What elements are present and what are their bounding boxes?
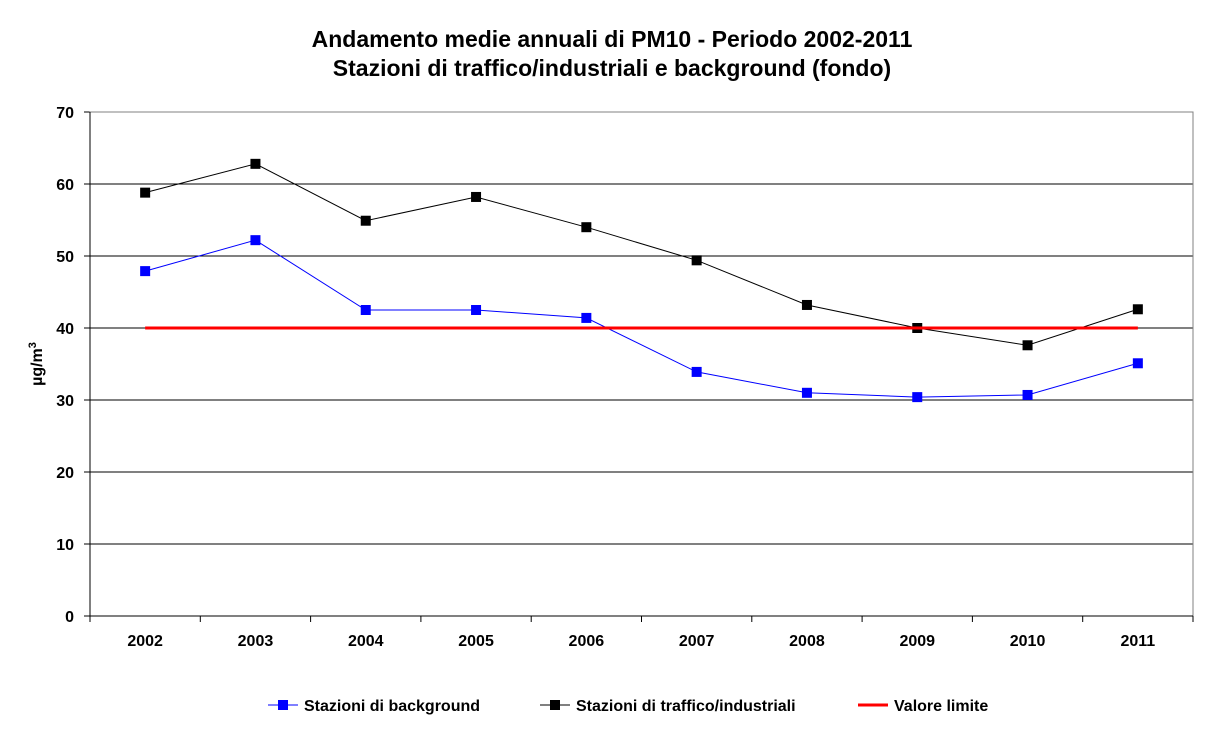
data-point — [691, 255, 702, 266]
x-tick-label: 2004 — [348, 633, 384, 650]
data-point — [801, 299, 812, 310]
y-tick-label: 60 — [56, 177, 74, 194]
data-point — [1132, 304, 1143, 315]
data-point — [250, 158, 261, 169]
series-line — [145, 163, 1139, 346]
x-tick-label: 2002 — [127, 633, 163, 650]
plot-area-border — [89, 111, 1194, 617]
legend-label: Valore limite — [894, 698, 988, 715]
legend-marker — [278, 700, 288, 710]
y-axis-label: µg/m3 — [27, 342, 46, 386]
x-tick-label: 2011 — [1120, 633, 1155, 650]
data-point — [691, 366, 702, 377]
x-tick-label: 2007 — [679, 633, 715, 650]
data-point — [1022, 389, 1033, 400]
data-point — [140, 266, 151, 277]
y-tick-label: 20 — [56, 465, 74, 482]
y-tick-label: 70 — [56, 105, 74, 122]
data-point — [912, 392, 923, 403]
data-point — [471, 191, 482, 202]
data-point — [1132, 358, 1143, 369]
data-point — [1022, 340, 1033, 351]
x-tick-label: 2010 — [1010, 633, 1046, 650]
legend-label: Stazioni di traffico/industriali — [576, 698, 796, 715]
data-point — [140, 187, 151, 198]
series-line — [145, 239, 1138, 398]
y-tick-label: 50 — [56, 249, 74, 266]
y-tick-label: 10 — [56, 537, 74, 554]
legend-label: Stazioni di background — [304, 698, 480, 715]
data-point — [581, 312, 592, 323]
chart-title: Andamento medie annuali di PM10 - Period… — [312, 26, 913, 52]
y-tick-label: 0 — [65, 609, 74, 626]
data-point — [471, 305, 482, 315]
x-tick-label: 2003 — [238, 633, 274, 650]
data-point — [581, 222, 592, 233]
x-tick-label: 2006 — [569, 633, 605, 650]
x-tick-label: 2009 — [899, 633, 935, 650]
x-tick-label: 2008 — [789, 633, 825, 650]
data-point — [801, 387, 812, 398]
x-tick-label: 2005 — [458, 633, 494, 650]
data-point — [360, 215, 371, 226]
data-point — [250, 235, 261, 246]
y-axis-label-sup: 3 — [27, 342, 39, 348]
chart-subtitle: Stazioni di traffico/industriali e backg… — [333, 55, 891, 81]
data-point — [360, 305, 371, 315]
y-tick-label: 30 — [56, 393, 74, 410]
y-axis-label-text: µg/m — [29, 348, 46, 386]
y-tick-label: 40 — [56, 321, 74, 338]
legend-marker — [550, 700, 560, 710]
